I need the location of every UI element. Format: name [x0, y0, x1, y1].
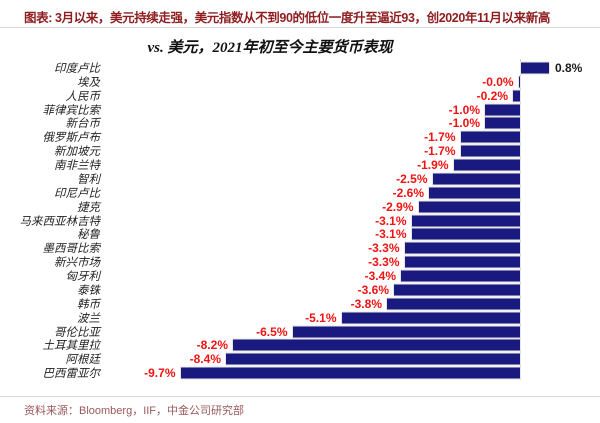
- category-label: 新兴市场: [54, 257, 100, 270]
- zero-axis-line: [520, 59, 521, 380]
- bar-row: 哥伦比亚 -6.5%: [0, 325, 600, 339]
- value-bar: [404, 242, 520, 254]
- category-label: 智利: [77, 173, 100, 186]
- value-bar: [226, 353, 520, 365]
- value-bar: [521, 62, 549, 74]
- category-label: 泰铢: [77, 284, 100, 297]
- bar-row: 新台币 -1.0%: [0, 116, 600, 131]
- value-bar: [485, 104, 520, 116]
- category-label: 捷克: [77, 201, 100, 214]
- value-bar: [394, 284, 520, 296]
- bar-row: 匈牙利 -3.4%: [0, 269, 600, 283]
- category-label: 印尼卢比: [54, 187, 100, 200]
- category-label: 波兰: [77, 312, 100, 325]
- value-bar: [404, 256, 520, 268]
- value-bar: [460, 145, 520, 157]
- bar-row: 泰铢 -3.6%: [0, 283, 600, 297]
- source-note: 资料来源：Bloomberg，IIF，中金公司研究部: [24, 405, 245, 417]
- value-label: -1.9%: [417, 158, 449, 173]
- bar-row: 埃及 -0.0%: [0, 75, 600, 89]
- value-label: -5.1%: [305, 310, 337, 325]
- value-label: -0.0%: [482, 74, 514, 89]
- bar-row: 南非兰特 -1.9%: [0, 158, 600, 172]
- bar-row: 土耳其里拉 -8.2%: [0, 338, 600, 353]
- category-label: 阿根廷: [65, 354, 101, 367]
- value-bar: [513, 90, 520, 102]
- category-label: 菲律宾比索: [42, 104, 101, 117]
- category-label: 印度卢比: [54, 62, 100, 75]
- bar-row: 新加坡元 -1.7%: [0, 144, 600, 158]
- value-bar: [485, 117, 520, 129]
- bottom-divider: [0, 396, 600, 397]
- bar-row: 捷克 -2.9%: [0, 200, 600, 214]
- value-label: -2.6%: [392, 185, 424, 200]
- value-label: -2.9%: [382, 199, 414, 214]
- value-bar: [432, 173, 520, 185]
- value-label: -3.8%: [350, 296, 382, 311]
- category-label: 哥伦比亚: [54, 326, 100, 339]
- value-bar: [460, 131, 520, 143]
- category-label: 秘鲁: [77, 229, 100, 242]
- value-label: -3.6%: [357, 282, 389, 297]
- value-bar: [401, 270, 520, 282]
- value-label: -6.5%: [256, 324, 288, 339]
- value-bar: [429, 187, 520, 199]
- value-label: -3.3%: [368, 241, 400, 256]
- value-bar: [411, 215, 520, 227]
- category-label: 新台币: [65, 118, 101, 131]
- category-label: 土耳其里拉: [42, 340, 101, 353]
- bar-row: 人民币 -0.2%: [0, 89, 600, 103]
- value-bar: [292, 326, 520, 338]
- value-label: -3.4%: [364, 269, 396, 284]
- category-label: 新加坡元: [54, 146, 100, 159]
- value-label: -1.0%: [448, 116, 480, 131]
- value-label: -2.5%: [396, 171, 428, 186]
- category-label: 墨西哥比索: [42, 243, 101, 256]
- value-label: 0.8%: [555, 60, 583, 75]
- value-bar: [453, 159, 520, 171]
- value-bar: [387, 298, 520, 310]
- bar-row: 阿根廷 -8.4%: [0, 352, 600, 366]
- bar-row: 马来西亚林吉特 -3.1%: [0, 214, 600, 228]
- top-divider: [0, 27, 600, 28]
- bar-row: 印度卢比 0.8%: [0, 61, 600, 75]
- bar-row: 波兰 -5.1%: [0, 311, 600, 325]
- bar-row: 俄罗斯卢布 -1.7%: [0, 130, 600, 144]
- value-label: -0.2%: [476, 88, 508, 103]
- value-bar: [233, 339, 520, 351]
- value-bar: [518, 76, 520, 88]
- chart-title: vs. 美元，2021年初至今主要货币表现: [147, 40, 393, 56]
- bar-row: 菲律宾比索 -1.0%: [0, 103, 600, 117]
- value-label: -1.7%: [424, 130, 456, 145]
- value-bar: [341, 312, 520, 324]
- value-label: -8.2%: [196, 338, 228, 353]
- bar-row: 新兴市场 -3.3%: [0, 255, 600, 269]
- category-label: 巴西雷亚尔: [42, 368, 101, 381]
- value-label: -3.1%: [375, 227, 407, 242]
- bar-row: 墨西哥比索 -3.3%: [0, 241, 600, 255]
- category-label: 匈牙利: [65, 271, 101, 284]
- value-label: -3.1%: [375, 213, 407, 228]
- category-label: 埃及: [77, 76, 100, 89]
- category-label: 人民币: [65, 90, 101, 103]
- plot-area: 印度卢比 0.8% 埃及 -0.0% 人民币 -0.2% 菲律宾比索 -1.0% 新台币 -1.0…: [0, 59, 600, 380]
- value-bar: [418, 201, 520, 213]
- bar-row: 印尼卢比 -2.6%: [0, 186, 600, 200]
- value-label: -8.4%: [189, 352, 221, 367]
- value-bar: [411, 228, 520, 240]
- value-label: -3.3%: [368, 255, 400, 270]
- value-bar: [180, 367, 520, 379]
- bar-row: 秘鲁 -3.1%: [0, 227, 600, 242]
- category-label: 韩币: [77, 298, 100, 311]
- category-label: 俄罗斯卢布: [42, 132, 101, 145]
- bar-row: 巴西雷亚尔 -9.7%: [0, 366, 600, 380]
- figure-caption: 图表: 3月以来，美元持续走强，美元指数从不到90的低位一度升至逼近93，创20…: [24, 11, 550, 25]
- category-label: 马来西亚林吉特: [19, 215, 101, 228]
- bar-row: 韩币 -3.8%: [0, 297, 600, 311]
- value-label: -1.7%: [424, 144, 456, 159]
- value-label: -1.0%: [448, 102, 480, 117]
- bar-row: 智利 -2.5%: [0, 172, 600, 186]
- value-label: -9.7%: [144, 366, 176, 381]
- category-label: 南非兰特: [54, 160, 100, 173]
